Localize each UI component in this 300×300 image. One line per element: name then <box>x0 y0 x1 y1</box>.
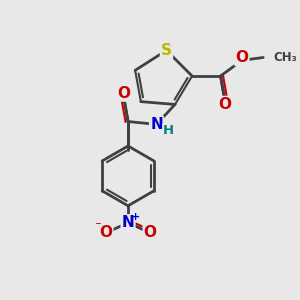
Text: ⁻: ⁻ <box>94 220 101 233</box>
Text: N: N <box>122 215 134 230</box>
Text: +: + <box>130 212 140 222</box>
Text: H: H <box>163 124 174 136</box>
Text: O: O <box>236 50 248 65</box>
Text: O: O <box>144 225 157 240</box>
Text: O: O <box>99 225 112 240</box>
Text: O: O <box>117 85 130 100</box>
Text: S: S <box>161 43 172 58</box>
Text: CH₃: CH₃ <box>273 51 297 64</box>
Text: N: N <box>150 117 163 132</box>
Text: O: O <box>218 97 231 112</box>
